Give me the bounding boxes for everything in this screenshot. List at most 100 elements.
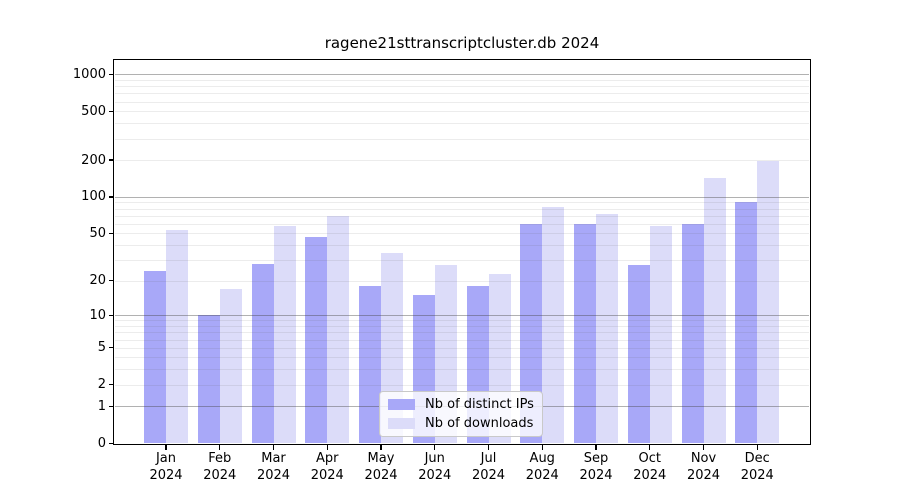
x-tick-label-sep: Sep 2024 xyxy=(564,451,628,484)
x-tick-label-mar: Mar 2024 xyxy=(242,451,306,484)
legend-label-downloads: Nb of downloads xyxy=(425,416,534,431)
y-tick-label-50: 50 xyxy=(89,225,106,241)
x-tick-year-nov: 2024 xyxy=(686,467,721,483)
bar-downloads-feb xyxy=(219,289,242,444)
legend-item-distinct-ips: Nb of distinct IPs xyxy=(388,397,534,412)
bar-distinct-ips-oct xyxy=(627,265,650,444)
x-tick-label-nov: Nov 2024 xyxy=(672,451,736,484)
y-tick-50 xyxy=(109,232,114,235)
x-tick-label-jan: Jan 2024 xyxy=(134,451,198,484)
y-tick-200 xyxy=(109,159,114,161)
bar-downloads-aug xyxy=(542,206,565,444)
y-tick-1000 xyxy=(109,73,114,76)
x-tick-month-mar: Mar xyxy=(261,451,286,466)
y-tick-5 xyxy=(109,346,114,349)
y-tick-2 xyxy=(109,384,114,386)
bar-downloads-nov xyxy=(703,177,726,444)
x-tick-aug xyxy=(541,444,543,450)
x-tick-label-feb: Feb 2024 xyxy=(188,451,252,484)
x-tick-label-oct: Oct 2024 xyxy=(618,451,682,484)
x-tick-month-sep: Sep xyxy=(583,451,609,466)
gridline-y-500 xyxy=(115,111,809,113)
x-tick-month-nov: Nov xyxy=(690,451,717,466)
x-tick-month-may: May xyxy=(367,451,395,466)
gridline-y-600 xyxy=(115,101,809,103)
chart-title: ragene21sttranscriptcluster.db 2024 xyxy=(324,34,600,52)
bar-distinct-ips-sep xyxy=(574,223,596,444)
y-tick-100 xyxy=(109,196,114,198)
x-tick-year-jul: 2024 xyxy=(471,467,506,483)
y-tick-label-5: 5 xyxy=(97,340,106,356)
y-tick-label-0: 0 xyxy=(97,435,106,451)
bar-distinct-ips-dec xyxy=(735,202,758,444)
x-tick-year-may: 2024 xyxy=(364,467,398,483)
x-tick-oct xyxy=(649,444,651,450)
x-tick-label-apr: Apr 2024 xyxy=(295,451,359,484)
bar-distinct-ips-jan xyxy=(144,271,166,444)
x-tick-month-feb: Feb xyxy=(208,451,232,466)
x-tick-jun xyxy=(434,444,436,450)
gridline-y-900 xyxy=(115,80,809,81)
x-tick-year-dec: 2024 xyxy=(740,467,774,483)
gridline-y-700 xyxy=(115,93,809,95)
y-tick-label-10: 10 xyxy=(89,307,106,323)
y-tick-label-1: 1 xyxy=(97,398,106,414)
x-tick-year-aug: 2024 xyxy=(525,467,559,483)
x-tick-nov xyxy=(702,444,705,450)
legend-label-distinct-ips: Nb of distinct IPs xyxy=(425,397,534,412)
x-tick-month-jan: Jan xyxy=(155,451,177,466)
y-tick-label-200: 200 xyxy=(81,152,106,168)
x-tick-year-jun: 2024 xyxy=(418,467,452,483)
x-tick-label-jul: Jul 2024 xyxy=(457,451,521,484)
gridline-y-400 xyxy=(115,123,809,125)
x-tick-year-mar: 2024 xyxy=(256,467,291,483)
bar-distinct-ips-feb xyxy=(197,315,220,444)
x-tick-month-jun: Jun xyxy=(424,451,445,466)
chart-legend: Nb of distinct IPs Nb of downloads xyxy=(379,391,543,437)
bar-downloads-apr xyxy=(327,215,350,444)
x-tick-year-jan: 2024 xyxy=(149,467,183,483)
legend-swatch-distinct-ips-icon xyxy=(388,399,415,410)
y-tick-1 xyxy=(109,405,114,408)
y-tick-500 xyxy=(109,110,114,112)
x-tick-label-aug: Aug 2024 xyxy=(510,451,574,484)
x-tick-year-feb: 2024 xyxy=(203,467,237,483)
x-tick-label-jun: Jun 2024 xyxy=(403,451,467,484)
bar-distinct-ips-aug xyxy=(520,223,543,444)
x-tick-jul xyxy=(487,444,490,450)
y-tick-label-1000: 1000 xyxy=(72,66,106,82)
y-tick-label-2: 2 xyxy=(97,377,106,393)
gridline-y-800 xyxy=(115,86,809,88)
bar-downloads-sep xyxy=(596,214,618,444)
y-tick-label-20: 20 xyxy=(89,273,106,289)
x-tick-apr xyxy=(326,444,328,450)
x-tick-month-dec: Dec xyxy=(744,451,770,466)
bar-downloads-jan xyxy=(166,230,188,444)
bar-distinct-ips-may xyxy=(359,286,381,444)
x-tick-month-apr: Apr xyxy=(316,451,339,466)
x-tick-year-sep: 2024 xyxy=(579,467,613,483)
x-tick-month-oct: Oct xyxy=(638,451,661,466)
y-tick-10 xyxy=(109,314,114,316)
bar-distinct-ips-apr xyxy=(305,236,328,444)
gridline-y-300 xyxy=(115,138,809,140)
x-tick-year-oct: 2024 xyxy=(633,467,667,483)
legend-swatch-downloads-icon xyxy=(388,418,415,429)
legend-item-downloads: Nb of downloads xyxy=(388,416,534,431)
bar-downloads-dec xyxy=(757,161,780,444)
x-tick-may xyxy=(380,444,382,450)
x-tick-feb xyxy=(219,444,221,450)
x-tick-label-may: May 2024 xyxy=(349,451,413,484)
bar-downloads-mar xyxy=(273,225,296,444)
x-tick-jan xyxy=(165,444,167,450)
y-tick-label-100: 100 xyxy=(81,189,106,205)
bar-downloads-oct xyxy=(649,226,672,444)
x-tick-mar xyxy=(272,444,275,450)
x-tick-month-jul: Jul xyxy=(480,451,497,466)
bar-distinct-ips-mar xyxy=(251,263,274,444)
x-tick-month-aug: Aug xyxy=(529,451,555,466)
x-tick-year-apr: 2024 xyxy=(310,467,344,483)
gridline-y-200 xyxy=(115,160,809,162)
x-tick-label-dec: Dec 2024 xyxy=(725,451,789,484)
